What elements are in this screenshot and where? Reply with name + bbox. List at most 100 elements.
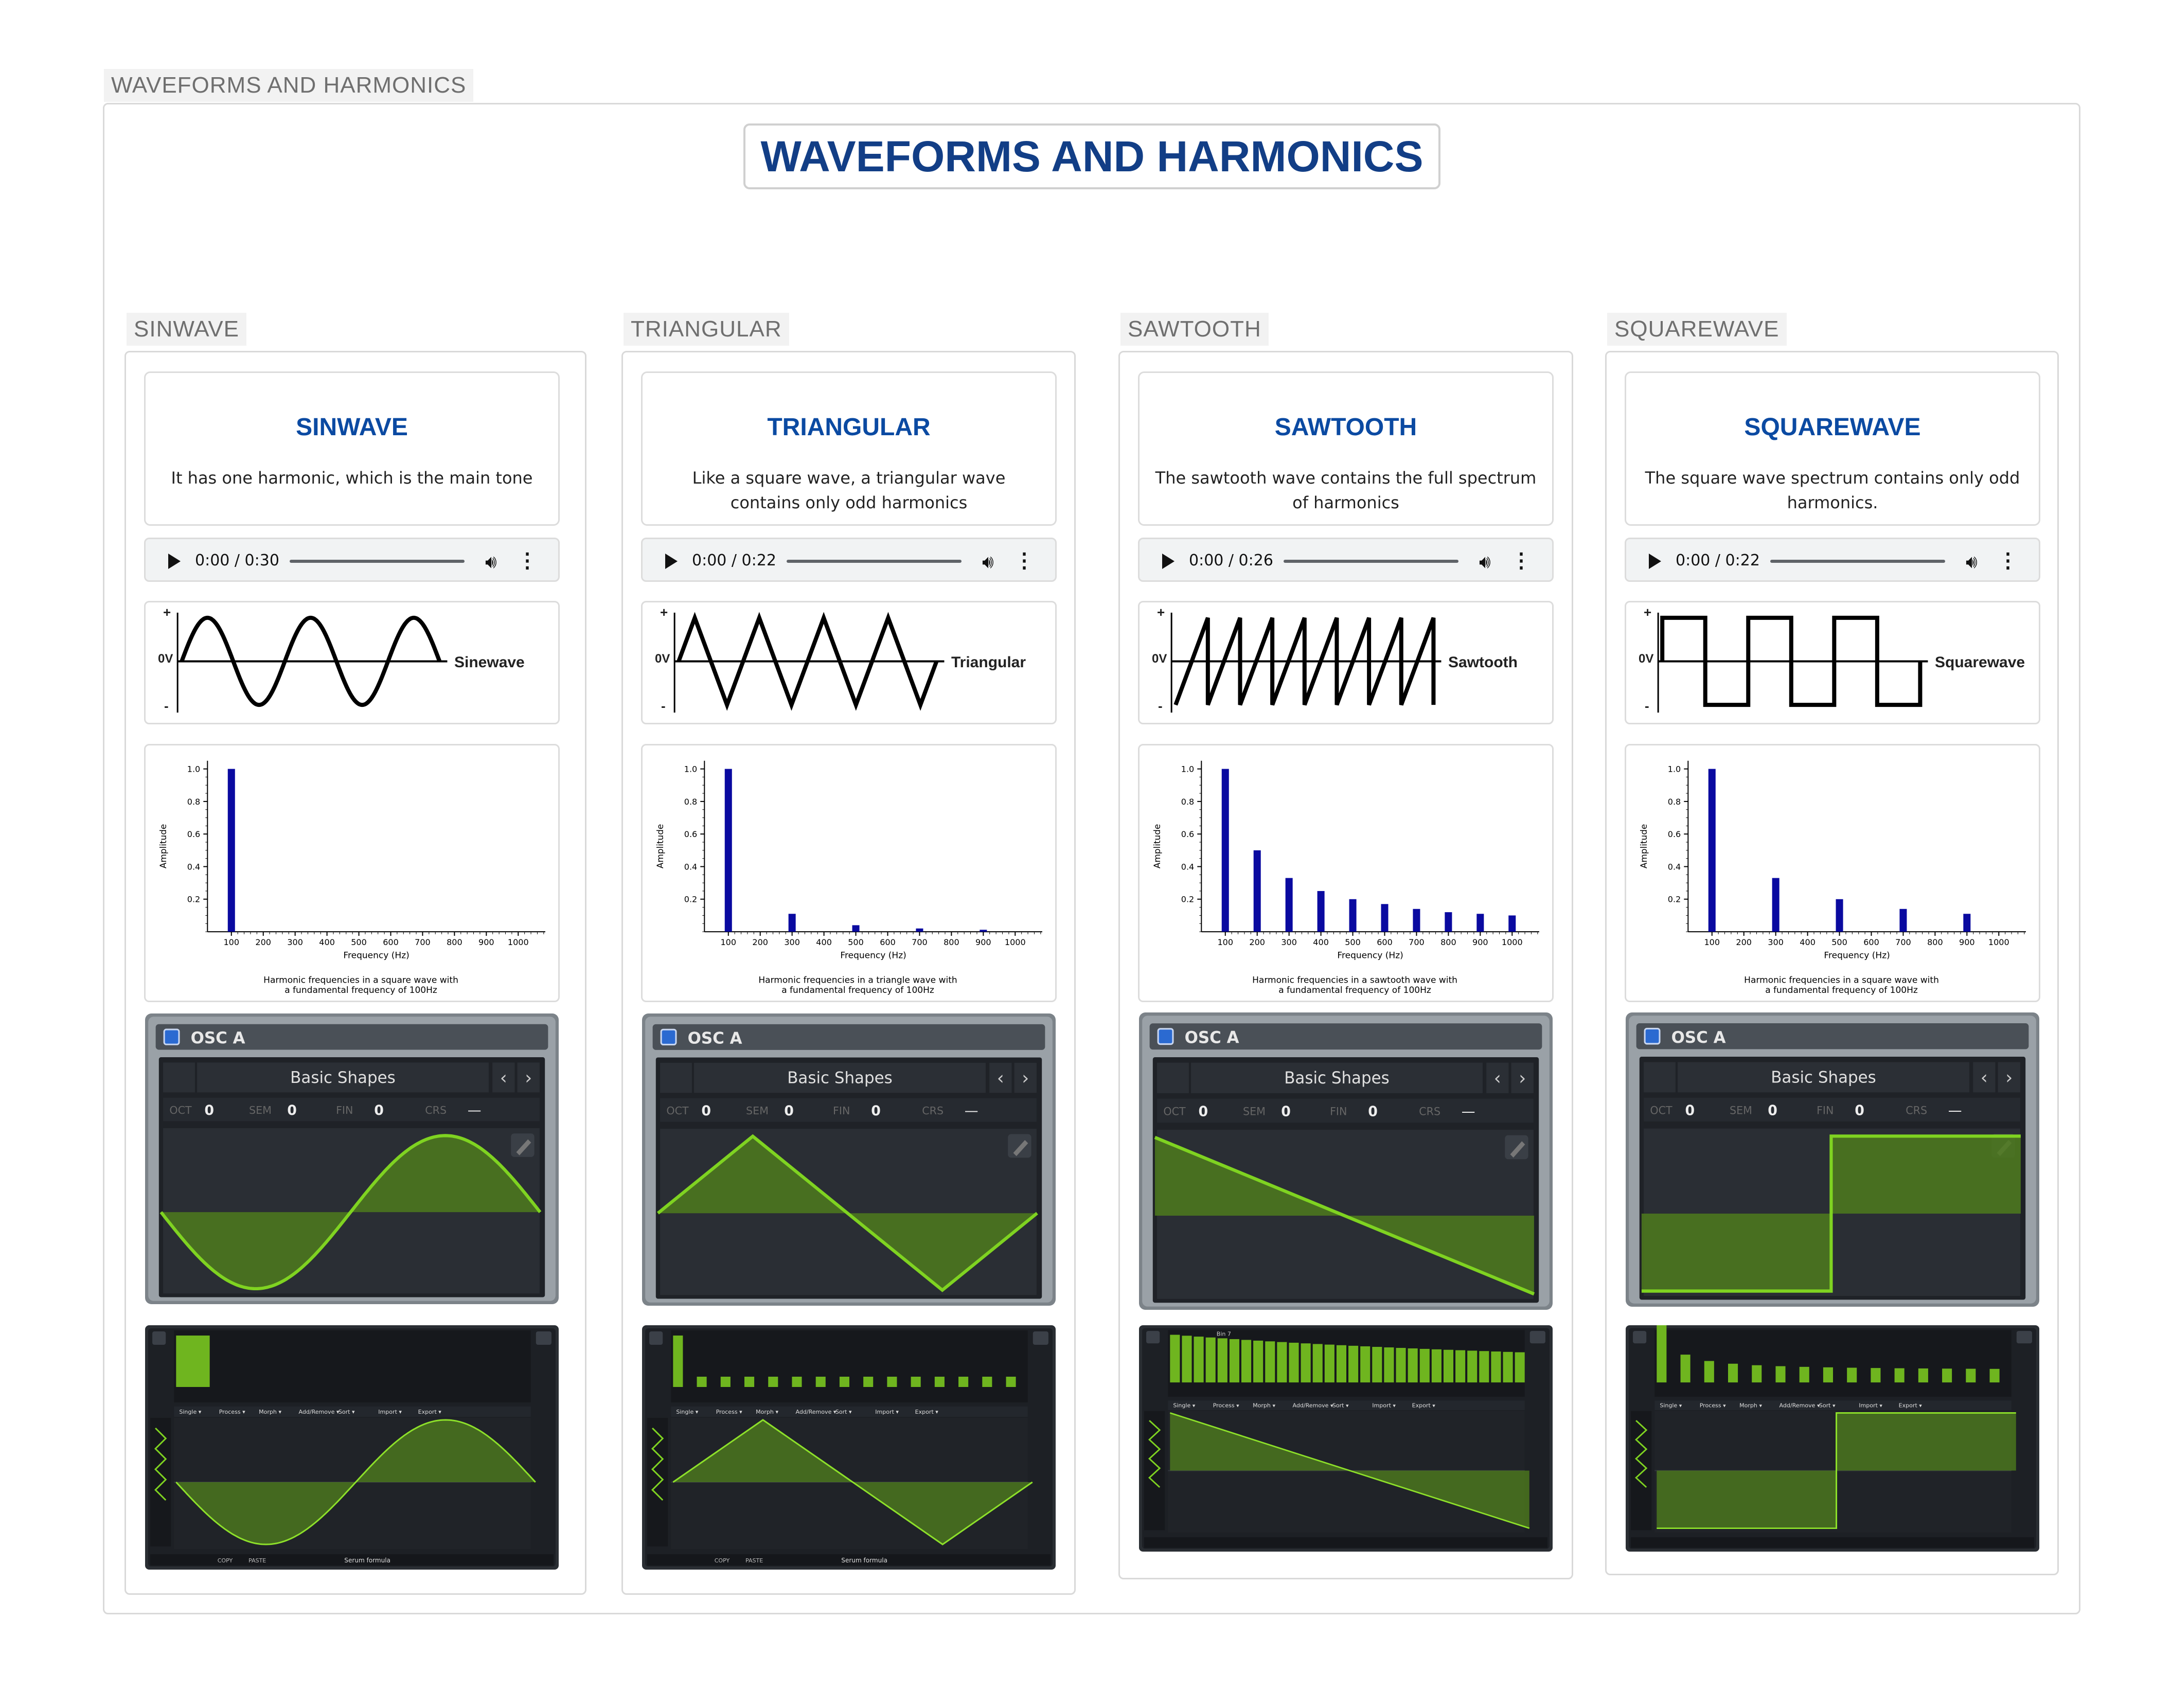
x-tick-label: 100	[1704, 937, 1720, 947]
osc-enable-toggle[interactable]	[660, 1028, 677, 1046]
audio-progress-slider[interactable]	[290, 560, 465, 563]
editor-refresh-icon	[152, 1331, 166, 1345]
osc-panel[interactable]: OSC A Basic Shapes ‹ › OCT 0 SEM 0 FIN 0 CR…	[1626, 1012, 2039, 1307]
next-preset-button[interactable]	[1998, 1062, 2020, 1093]
x-axis-label: Frequency (Hz)	[1337, 950, 1403, 960]
editor-menu-item: Export ▾	[915, 1409, 939, 1415]
paste-button[interactable]: PASTE	[745, 1557, 763, 1564]
editor-menu-item: Sort ▾	[1819, 1402, 1836, 1409]
audio-player[interactable]: 0:00 / 0:26 🔊︎ ⋮	[1138, 538, 1554, 582]
wavetable-editor[interactable]: Single ▾ Process ▾ Morph ▾ Add/Remove ▾ Sort…	[642, 1325, 1056, 1570]
svg-text:Bin 7: Bin 7	[1217, 1331, 1231, 1337]
osc-panel[interactable]: OSC A Basic Shapes ‹ › OCT 0 SEM 0 FIN 0 CR…	[1139, 1012, 1553, 1310]
audio-progress-slider[interactable]	[1284, 560, 1458, 563]
next-preset-button[interactable]	[1511, 1062, 1534, 1093]
prev-preset-button[interactable]	[492, 1062, 515, 1093]
y-tick-label: 0.6	[684, 829, 697, 839]
harmonics-chart-card: 0.2 0.4 0.6 0.8 1.0 100 200 300 400 500 600 700 800 9…	[641, 744, 1057, 1002]
audio-progress-slider[interactable]	[1770, 560, 1945, 563]
more-options-icon[interactable]: ⋮	[1014, 549, 1035, 572]
waveform-diagram: + 0V - Sinewave	[144, 601, 560, 724]
svg-text:›: ›	[525, 1068, 532, 1089]
x-tick-label: 1000	[508, 937, 529, 947]
editor-menu-item: Process ▾	[1213, 1402, 1240, 1409]
harmonic-bar	[788, 914, 796, 932]
editor-menu-item: Export ▾	[1412, 1402, 1436, 1409]
copy-button[interactable]: COPY	[218, 1557, 233, 1564]
more-options-icon[interactable]: ⋮	[1511, 549, 1532, 572]
osc-title: OSC A	[1671, 1028, 1726, 1047]
paste-button[interactable]: PASTE	[248, 1557, 266, 1564]
svg-text:0: 0	[204, 1102, 214, 1118]
x-tick-label: 300	[784, 937, 800, 947]
preset-name: Basic Shapes	[1284, 1069, 1390, 1088]
description-card: SQUAREWAVE The square wave spectrum cont…	[1625, 371, 2040, 526]
harmonics-chart-card: 0.2 0.4 0.6 0.8 1.0 100 200 300 400 500 600 700 800 9…	[1625, 744, 2040, 1002]
more-options-icon[interactable]: ⋮	[1998, 549, 2018, 572]
osc-enable-toggle[interactable]	[163, 1028, 180, 1045]
editor-menu-item: Morph ▾	[756, 1409, 778, 1415]
editor-zoom-icon	[536, 1331, 551, 1345]
prev-preset-button[interactable]	[1486, 1062, 1509, 1093]
description-card: SINWAVE It has one harmonic, which is th…	[144, 371, 560, 526]
svg-text:‹: ‹	[500, 1068, 507, 1089]
harmonics-chart-card: 0.2 0.4 0.6 0.8 1.0 100 200 300 400 500 600 700 800 9…	[144, 744, 560, 1002]
more-options-icon[interactable]: ⋮	[517, 549, 538, 572]
svg-text:—: —	[1948, 1102, 1962, 1118]
volume-icon[interactable]: 🔊︎	[1479, 551, 1491, 572]
column-description: Like a square wave, a triangular wave co…	[692, 468, 1006, 512]
x-tick-label: 900	[975, 937, 991, 947]
volume-icon[interactable]: 🔊︎	[982, 551, 994, 572]
x-tick-label: 600	[1863, 937, 1879, 947]
prev-preset-button[interactable]	[1973, 1062, 1996, 1093]
y-tick-label: 0.8	[1181, 797, 1194, 807]
svg-text:SEM: SEM	[249, 1104, 272, 1116]
play-icon[interactable]	[665, 554, 678, 569]
wave-minus-label: -	[661, 698, 666, 714]
audio-player[interactable]: 0:00 / 0:22 🔊︎ ⋮	[1625, 538, 2040, 582]
copy-button[interactable]: COPY	[715, 1557, 730, 1564]
x-tick-label: 800	[1440, 937, 1456, 947]
chart-caption: Harmonic frequencies in a triangle wave …	[758, 974, 957, 985]
osc-enable-toggle[interactable]	[1157, 1028, 1174, 1045]
x-tick-label: 400	[1800, 937, 1816, 947]
section-tag: WAVEFORMS AND HARMONICS	[104, 69, 474, 102]
editor-menu-item: Process ▾	[1700, 1402, 1727, 1409]
y-tick-label: 0.2	[1668, 895, 1681, 904]
play-icon[interactable]	[1162, 554, 1175, 569]
svg-text:‹: ‹	[1494, 1068, 1501, 1090]
column-title: SAWTOOTH	[1274, 414, 1417, 441]
audio-player[interactable]: 0:00 / 0:22 🔊︎ ⋮	[641, 538, 1057, 582]
play-icon[interactable]	[168, 554, 181, 569]
svg-text:CRS: CRS	[1906, 1104, 1927, 1116]
description-card: SAWTOOTH The sawtooth wave contains the …	[1138, 371, 1554, 526]
osc-panel[interactable]: OSC A Basic Shapes ‹ › OCT 0 SEM 0 FIN 0 CR…	[642, 1013, 1056, 1306]
y-tick-label: 0.6	[1181, 829, 1194, 839]
audio-progress-slider[interactable]	[787, 560, 962, 563]
osc-enable-toggle[interactable]	[1644, 1027, 1661, 1045]
x-tick-label: 600	[880, 937, 896, 947]
editor-zoom-icon	[1529, 1331, 1545, 1344]
x-tick-label: 100	[720, 937, 736, 947]
column-title: SQUAREWAVE	[1744, 414, 1921, 441]
x-axis-label: Frequency (Hz)	[343, 950, 409, 960]
editor-menu-item: Add/Remove ▾	[1779, 1402, 1820, 1409]
prev-preset-button[interactable]	[989, 1062, 1012, 1093]
next-preset-button[interactable]	[1014, 1062, 1037, 1093]
wavetable-editor[interactable]: Single ▾ Process ▾ Morph ▾ Add/Remove ▾ Sort…	[1626, 1323, 2039, 1552]
volume-icon[interactable]: 🔊︎	[485, 551, 497, 572]
osc-panel[interactable]: OSC A Basic Shapes ‹ › OCT 0 SEM 0 FIN 0 CR…	[145, 1013, 559, 1304]
x-tick-label: 500	[848, 937, 864, 947]
next-preset-button[interactable]	[517, 1062, 540, 1093]
wavetable-editor[interactable]: Single ▾ Process ▾ Morph ▾ Add/Remove ▾ Sort…	[145, 1325, 559, 1570]
wavetable-editor[interactable]: Bin 7 Single ▾ Process ▾ Morph ▾ Add/Remove…	[1139, 1325, 1553, 1552]
audio-player[interactable]: 0:00 / 0:30 🔊︎ ⋮	[144, 538, 560, 582]
column-title: TRIANGULAR	[767, 414, 931, 441]
wave-plus-label: +	[1644, 604, 1652, 620]
osc-waveform	[159, 1134, 542, 1291]
play-icon[interactable]	[1649, 554, 1661, 569]
svg-text:0: 0	[1368, 1104, 1378, 1119]
audio-time: 0:00 / 0:26	[1189, 551, 1273, 570]
volume-icon[interactable]: 🔊︎	[1966, 551, 1978, 572]
y-tick-label: 1.0	[187, 764, 200, 774]
